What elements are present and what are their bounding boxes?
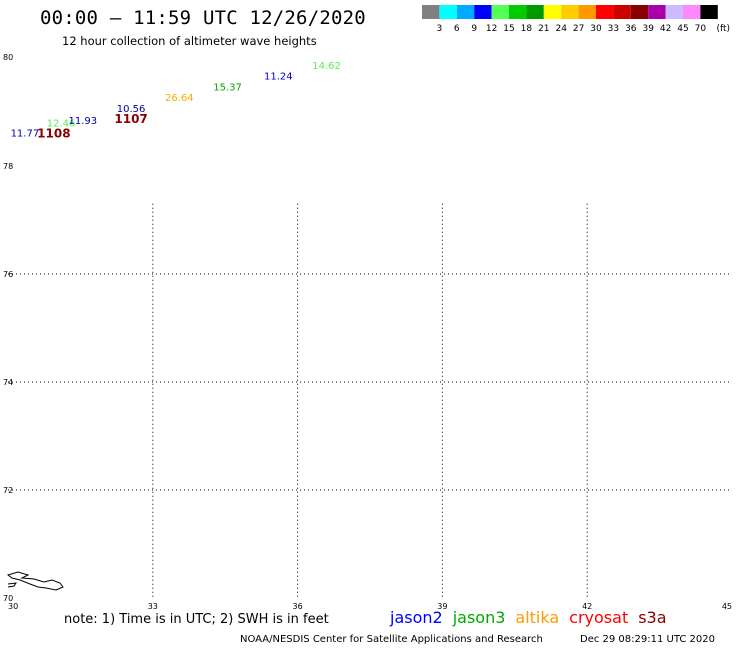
note-text: note: 1) Time is in UTC; 2) SWH is in fe… <box>64 612 329 627</box>
map-grid <box>8 203 732 598</box>
lat-tick-label: 80 <box>3 53 13 62</box>
legend-swatch <box>700 5 718 19</box>
lon-tick-label: 45 <box>722 602 732 611</box>
legend-label: 18 <box>521 24 533 34</box>
wave-height-label: 12.46 <box>47 119 76 130</box>
satellite-s3a: s3a <box>638 608 667 627</box>
legend-swatch <box>474 5 492 19</box>
legend-swatch <box>456 5 475 19</box>
lon-tick-label: 33 <box>148 602 158 611</box>
legend-label: 30 <box>590 24 602 34</box>
legend-label: 33 <box>608 24 619 34</box>
legend-label: 24 <box>555 24 567 34</box>
legend-swatch <box>630 5 649 19</box>
legend-label: 9 <box>471 24 477 34</box>
lat-tick-label: 70 <box>3 594 13 603</box>
legend-label: 27 <box>573 24 584 34</box>
coastline <box>6 571 64 591</box>
wave-height-label: 1107 <box>114 112 147 126</box>
wave-height-label: 14.62 <box>312 61 341 72</box>
lat-tick-label: 76 <box>3 270 13 279</box>
legend-label: 39 <box>642 24 654 34</box>
legend-swatch <box>665 5 683 19</box>
lat-tick-label: 72 <box>3 486 13 495</box>
wave-height-label: 11.24 <box>264 72 293 83</box>
page-subtitle: 12 hour collection of altimeter wave hei… <box>62 34 317 48</box>
legend-swatch <box>578 5 596 19</box>
satellite-legend: jason2 jason3 altika cryosat s3a <box>390 608 677 627</box>
legend-swatch <box>596 5 614 19</box>
legend-label: 36 <box>625 24 637 34</box>
legend-swatch <box>561 5 579 19</box>
legend-label: 12 <box>486 24 497 34</box>
page-title: 00:00 – 11:59 UTC 12/26/2020 <box>40 7 366 29</box>
lon-tick-label: 36 <box>293 602 303 611</box>
legend-label: 70 <box>695 24 707 34</box>
satellite-altika: altika <box>515 608 560 627</box>
coastline-path <box>6 571 64 591</box>
legend-swatch <box>526 5 544 19</box>
timestamp-text: Dec 29 08:29:11 UTC 2020 <box>580 634 715 645</box>
legend-label: 15 <box>503 24 514 34</box>
legend-swatch <box>439 5 457 19</box>
legend-label: 45 <box>677 24 688 34</box>
wave-height-label: 11.93 <box>68 116 97 127</box>
legend-unit: (ft) <box>716 24 730 34</box>
satellite-jason3: jason3 <box>452 608 506 627</box>
legend-label: 6 <box>454 24 460 34</box>
wave-height-label: 15.37 <box>213 82 242 93</box>
lon-tick-label: 30 <box>8 602 18 611</box>
legend-swatch <box>613 5 631 19</box>
legend-label: 42 <box>660 24 671 34</box>
legend-label: 21 <box>538 24 549 34</box>
satellite-cryosat: cryosat <box>569 608 629 627</box>
legend-swatch <box>683 5 701 19</box>
credit-text: NOAA/NESDIS Center for Satellite Applica… <box>240 634 543 645</box>
legend-swatch <box>509 5 527 19</box>
lat-tick-label: 74 <box>3 378 13 387</box>
coastline-path <box>7 582 18 588</box>
axis-ticks: 30 33 36 39 42 45 70 72 74 76 78 80 <box>3 53 732 611</box>
legend-swatch <box>543 5 562 19</box>
legend-label: 3 <box>437 24 443 34</box>
wave-height-label: 11.77 <box>11 128 40 139</box>
satellite-jason2: jason2 <box>390 608 443 627</box>
wave-height-label: 26.64 <box>165 93 194 104</box>
wave-height-label: 1108 <box>37 126 70 140</box>
lon-tick-label: 42 <box>582 602 592 611</box>
legend-swatch <box>491 5 509 19</box>
wave-height-label: 10.56 <box>117 104 146 115</box>
lon-tick-label: 39 <box>437 602 447 611</box>
lat-tick-label: 78 <box>3 162 13 171</box>
legend-swatch <box>422 5 440 19</box>
legend-swatch <box>648 5 666 19</box>
color-legend: 3 6 9 12 15 18 21 24 27 30 33 36 39 42 45 70 (ft) <box>422 5 730 34</box>
